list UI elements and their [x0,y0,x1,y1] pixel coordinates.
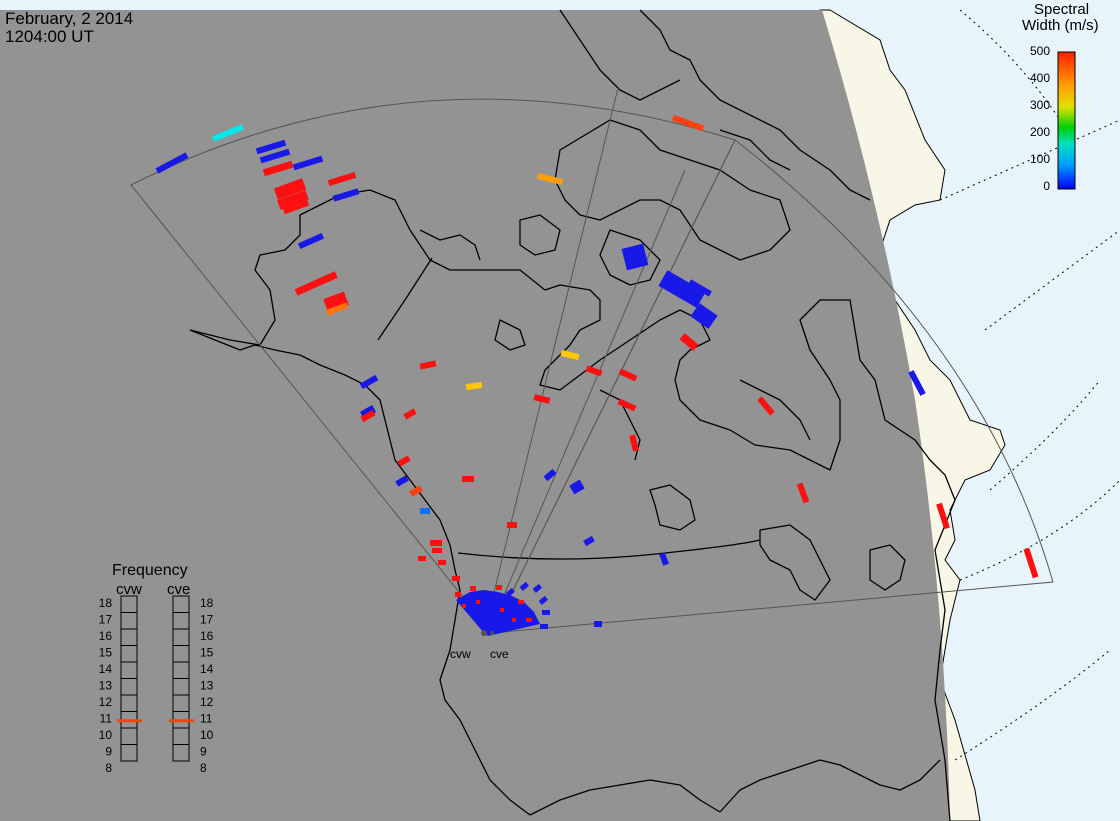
radar-site-marker [481,630,487,636]
frequency-scale-label: 10 [99,728,113,742]
radar-site-marker [490,631,494,635]
colorbar-tick: 300 [1030,98,1050,112]
frequency-scale-label: 15 [99,646,113,660]
political-borders [377,257,761,560]
colorbar-tick: 500 [1030,44,1050,58]
colorbar-title-line2: Width (m/s) [1022,17,1099,34]
near-range-fan [455,581,550,636]
colorbar-tick: 400 [1030,71,1050,85]
frequency-title: Frequency [112,562,188,579]
frequency-scale-label: 9 [200,745,207,759]
radar-label-cve: cve [490,647,509,661]
frequency-scale-label: 11 [100,712,113,726]
frequency-scale-label: 16 [99,629,113,643]
frequency-scale-label: 12 [200,695,214,709]
frequency-boxes [120,595,190,762]
frequency-panel: Frequency cvw cve 18 18 17 17 16 16 15 15 14 14 13… [99,562,214,775]
radar-label-cvw: cvw [450,647,471,661]
colorbar: Spectral Width (m/s) 500 400 300 200 100… [1022,1,1099,193]
cve-frequency-cell [172,744,190,762]
cvw-frequency-marker [117,719,142,723]
frequency-scale-label: 10 [200,728,214,742]
night-region [0,10,950,821]
colorbar-title-line1: Spectral [1034,1,1089,18]
frequency-scale-label: 9 [105,745,112,759]
colorbar-tick: 200 [1030,125,1050,139]
frequency-scale-label: 13 [99,679,113,693]
frequency-scale-label: 13 [200,679,214,693]
frequency-radar-right: cve [167,581,190,598]
frequency-scale-label: 14 [200,662,214,676]
frequency-scale-label: 15 [200,646,214,660]
cvw-frequency-cell [120,744,138,762]
frequency-scale-label: 8 [105,761,112,775]
frequency-scale-label: 12 [99,695,113,709]
frequency-scale-label: 14 [99,662,113,676]
date-label: February, 2 2014 [5,9,133,28]
radar-fov [130,87,1054,634]
frequency-scale-label: 11 [200,712,213,726]
radar-echoes [155,114,1039,627]
frequency-scale-label: 8 [200,761,207,775]
lat-lon-grid [939,9,1120,761]
frequency-radar-left: cvw [116,581,142,598]
frequency-scale-label: 17 [99,613,113,627]
frequency-scale-labels: 18 18 17 17 16 16 15 15 14 14 13 13 12 12 11 11 10 10 9 9 8 8 [99,596,214,775]
colorbar-gradient [1057,51,1076,190]
frequency-scale-label: 18 [200,596,214,610]
colorbar-tick: 0 [1043,179,1050,193]
frequency-scale-label: 16 [200,629,214,643]
coastlines [189,9,956,821]
cve-frequency-marker [169,719,194,723]
colorbar-tick: 100 [1030,152,1050,166]
frequency-scale-label: 18 [99,596,113,610]
frequency-scale-label: 17 [200,613,214,627]
time-label: 1204:00 UT [5,27,94,46]
